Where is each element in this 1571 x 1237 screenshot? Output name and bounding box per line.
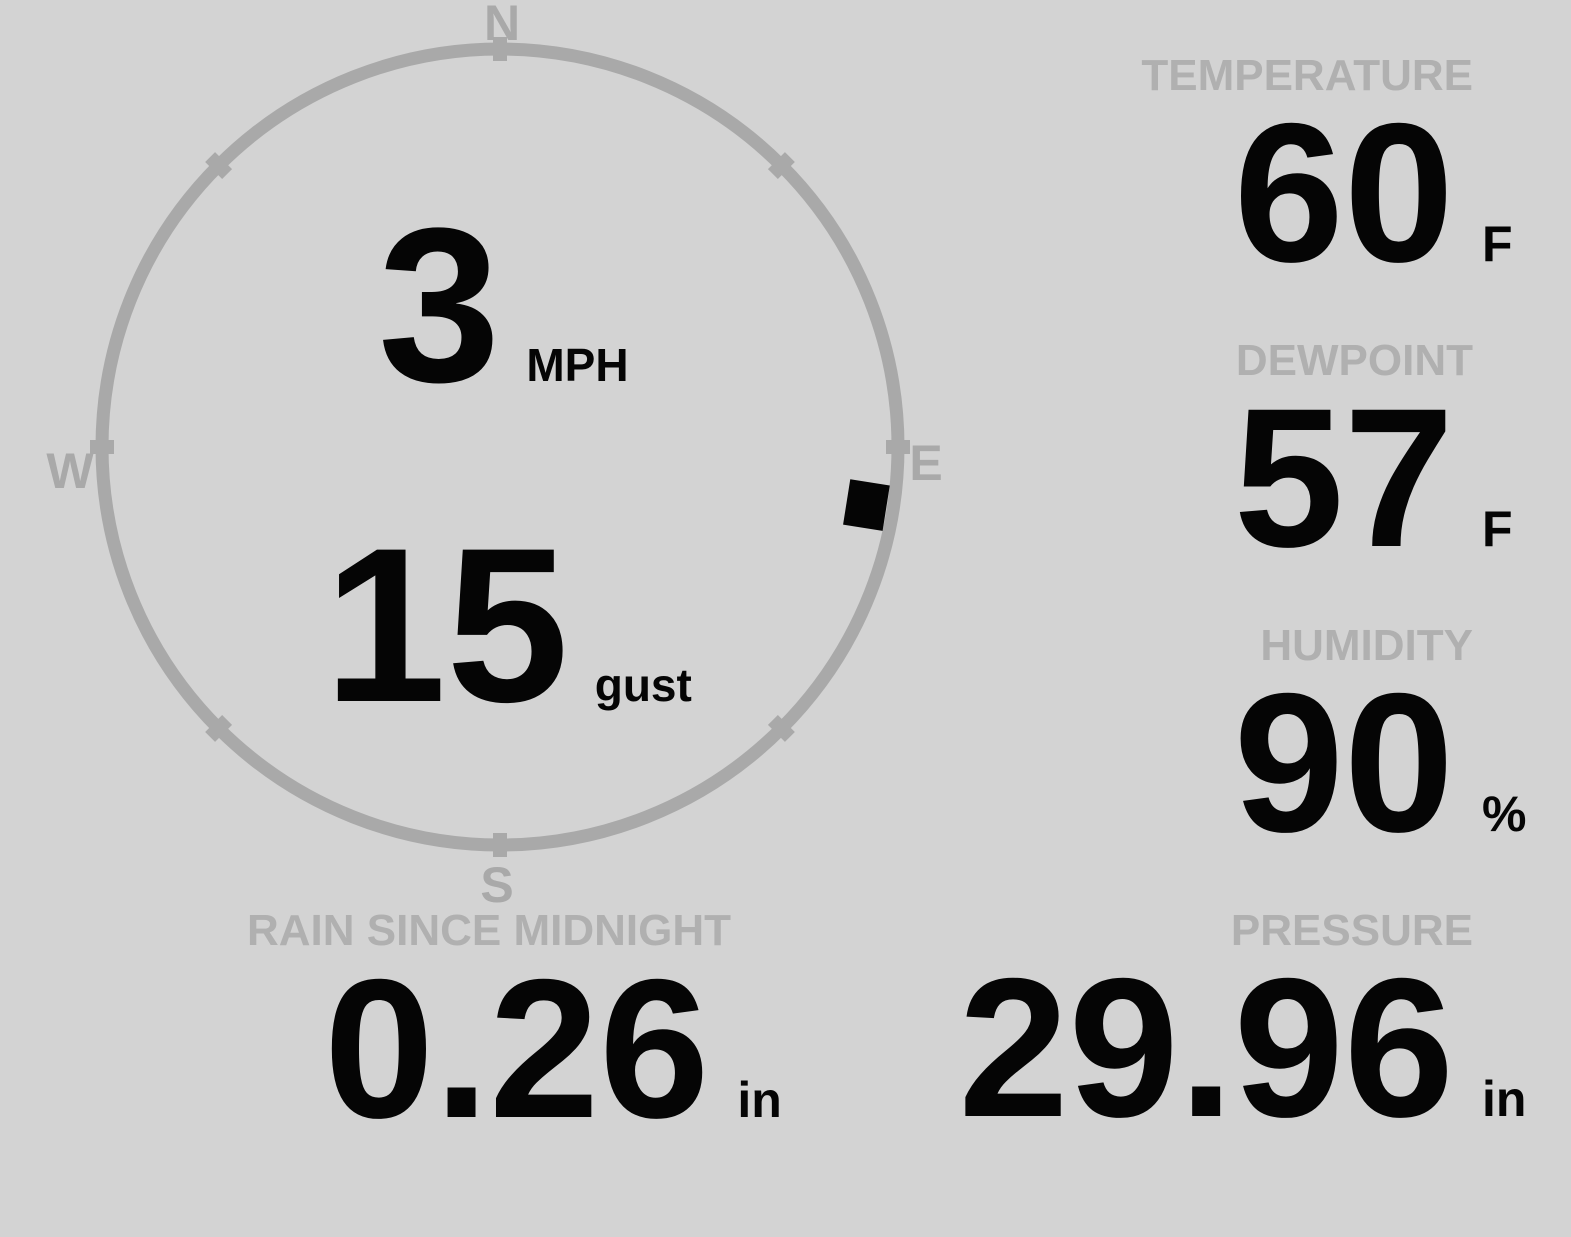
pressure-metric: PRESSURE 29.96 in xyxy=(959,909,1530,1147)
wind-speed-value: 3 xyxy=(378,182,501,428)
compass-label-south: S xyxy=(480,857,514,913)
dewpoint-label: DEWPOINT xyxy=(1235,336,1473,385)
temperature-unit: F xyxy=(1482,216,1513,272)
compass-label-east: E xyxy=(909,435,943,491)
pressure-readout: 29.96 in xyxy=(959,949,1530,1147)
dewpoint-metric: DEWPOINT 57 F xyxy=(1234,339,1530,577)
rain-unit: in xyxy=(737,1072,782,1128)
dewpoint-unit: F xyxy=(1482,501,1513,557)
pressure-value: 29.96 xyxy=(958,937,1454,1158)
wind-direction-marker xyxy=(843,479,890,531)
rain-label: RAIN SINCE MIDNIGHT xyxy=(247,906,731,955)
wind-speed-unit: MPH xyxy=(526,339,629,391)
compass-label-north: N xyxy=(483,0,521,51)
rain-readout: 0.26 in xyxy=(324,950,782,1148)
humidity-metric: HUMIDITY 90 % xyxy=(1234,624,1530,862)
humidity-unit: % xyxy=(1482,786,1527,842)
temperature-readout: 60 F xyxy=(1234,94,1530,292)
temperature-metric: TEMPERATURE 60 F xyxy=(1141,54,1530,292)
wind-gust-unit: gust xyxy=(594,659,692,711)
temperature-label: TEMPERATURE xyxy=(1141,51,1473,100)
dewpoint-value: 57 xyxy=(1233,367,1454,588)
pressure-label: PRESSURE xyxy=(1230,906,1473,955)
wind-direction-marker-anchor xyxy=(843,479,890,531)
compass-ticks xyxy=(90,37,910,857)
compass-label-west: W xyxy=(46,443,94,499)
wind-speed-readout: 3 MPH xyxy=(378,195,629,415)
humidity-readout: 90 % xyxy=(1234,664,1530,862)
humidity-value: 90 xyxy=(1233,652,1454,873)
humidity-label: HUMIDITY xyxy=(1260,621,1473,670)
wind-gust-readout: 15 gust xyxy=(324,515,692,735)
wind-gust-value: 15 xyxy=(324,502,569,748)
dewpoint-readout: 57 F xyxy=(1234,379,1530,577)
temperature-value: 60 xyxy=(1233,82,1454,303)
pressure-unit: in xyxy=(1482,1071,1527,1127)
rain-value: 0.26 xyxy=(324,938,710,1159)
